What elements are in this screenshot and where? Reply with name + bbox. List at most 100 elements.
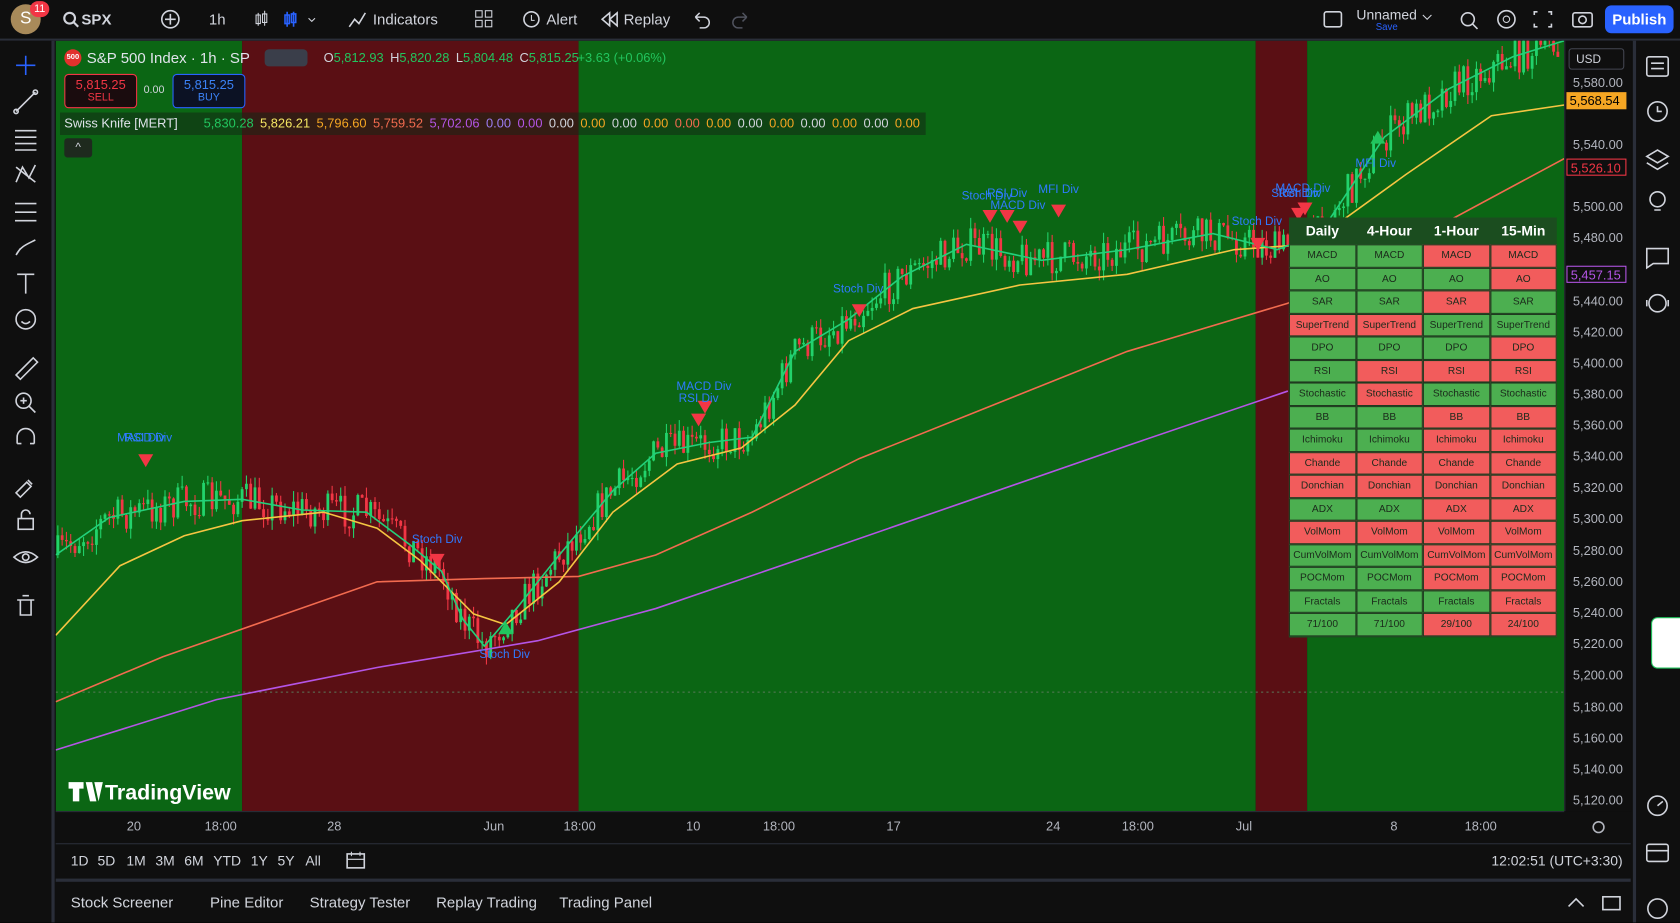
notification-badge: 11 [30,1,50,18]
bottom-tab[interactable]: Trading Panel [559,893,653,911]
symbol-search[interactable]: SPX [81,10,112,28]
candle-body [489,636,493,658]
drawing-tools[interactable] [11,51,41,630]
bottom-tab[interactable]: Stock Screener [70,893,174,911]
price-marker: 5,457.15 [1566,265,1627,283]
candle-body [236,501,240,515]
candle-body [360,494,364,498]
table-cell: SAR [1288,290,1356,314]
sell-button[interactable] [64,73,138,109]
layout-status: Save [1375,21,1398,33]
table-cell: BB [1355,405,1423,429]
indicator-name: Swiss Knife [MERT] [64,115,178,131]
candle-body [1213,240,1217,251]
candle-body [669,432,673,434]
table-cell: RSI [1355,359,1423,383]
buy-signal [498,621,514,635]
currency-select[interactable]: USD [1568,48,1625,70]
candle-body [1209,219,1213,241]
candle-body [1046,242,1050,258]
candle-body [1440,88,1444,111]
price-label: 5,240.00 [1572,605,1623,621]
range-button[interactable]: 3M [155,852,175,869]
layout-name[interactable]: Unnamed [1356,6,1417,23]
table-cell: CumVolMom [1355,543,1423,567]
chart-type-icons[interactable] [253,9,317,30]
bottom-tab[interactable]: Strategy Tester [309,893,411,911]
add-symbol-icon[interactable] [160,9,181,30]
candle-body [1363,178,1367,180]
candle-body [639,477,643,487]
candle-body [900,268,904,274]
candle-body [587,527,591,539]
ohlc-value: 5,815.25 [528,50,579,66]
replay-button[interactable]: Replay [623,10,671,28]
table-cell: SAR [1489,290,1557,314]
top-right-icons[interactable] [1455,6,1605,32]
candle-body [699,435,703,439]
buy-label: BUY [197,92,220,104]
right-toolbar-icons[interactable] [1644,51,1674,922]
candle-body [1445,88,1448,107]
candle-body [1337,208,1341,211]
collapse-button[interactable]: ^ [64,138,93,158]
candle-body [1140,249,1144,263]
search-icon [63,11,79,28]
table-cell: ADX [1288,497,1356,521]
panel-controls[interactable] [1566,894,1630,913]
candle-body [1415,103,1418,118]
candle-body [519,619,523,624]
candle-body [1367,173,1371,179]
range-button[interactable]: 5D [97,852,116,869]
candle-body [1132,230,1135,233]
range-button[interactable]: 1Y [250,852,268,869]
publish-button[interactable]: Publish [1605,5,1674,34]
widget-tab[interactable] [1651,617,1680,669]
range-button[interactable]: 5Y [277,852,295,869]
candle-body [609,487,613,496]
layout-dropdown[interactable] [1421,13,1434,24]
table-cell: SuperTrend [1422,313,1490,337]
range-button[interactable]: All [305,852,321,869]
price-label: 5,440.00 [1572,293,1623,309]
candle-body [1235,238,1238,255]
buy-button[interactable] [172,73,246,109]
undo-redo[interactable] [692,10,756,29]
candle-body [579,534,583,543]
candle-body [1007,260,1011,267]
axis-settings[interactable] [1590,819,1607,836]
candle-body [1475,68,1478,93]
candle-body [1025,244,1028,276]
range-button[interactable]: YTD [213,852,242,869]
candle-body [772,397,775,419]
range-button[interactable]: 1M [126,852,146,869]
bottom-tab[interactable]: Pine Editor [210,893,284,911]
range-button[interactable]: 1D [70,852,89,869]
candle-body [1517,40,1521,73]
range-button[interactable]: 6M [184,852,204,869]
signal-label: MACD Div [676,380,732,394]
candle-body [1175,223,1178,228]
table-cell: CumVolMom [1422,543,1490,567]
candle-body [472,616,475,619]
candle-body [986,233,990,235]
table-cell: ADX [1355,497,1423,521]
ohlc-key: C [519,50,529,66]
candle-body [1170,227,1174,240]
candle-body [150,499,154,522]
bottom-tab[interactable]: Replay Trading [436,893,537,911]
price-label: 5,220.00 [1572,636,1623,652]
candle-body [1483,78,1487,82]
table-cell: DPO [1422,336,1490,360]
layouts-icon[interactable] [474,9,495,30]
date-range-icon[interactable] [345,851,366,870]
candle-body [107,514,111,516]
interval[interactable]: 1h [208,10,226,28]
candle-body [446,581,450,600]
indicators-button[interactable]: Indicators [372,10,438,28]
candle-body [86,542,90,544]
alert-button[interactable]: Alert [546,10,578,28]
candle-body [1487,78,1491,83]
candle-body [185,486,188,507]
